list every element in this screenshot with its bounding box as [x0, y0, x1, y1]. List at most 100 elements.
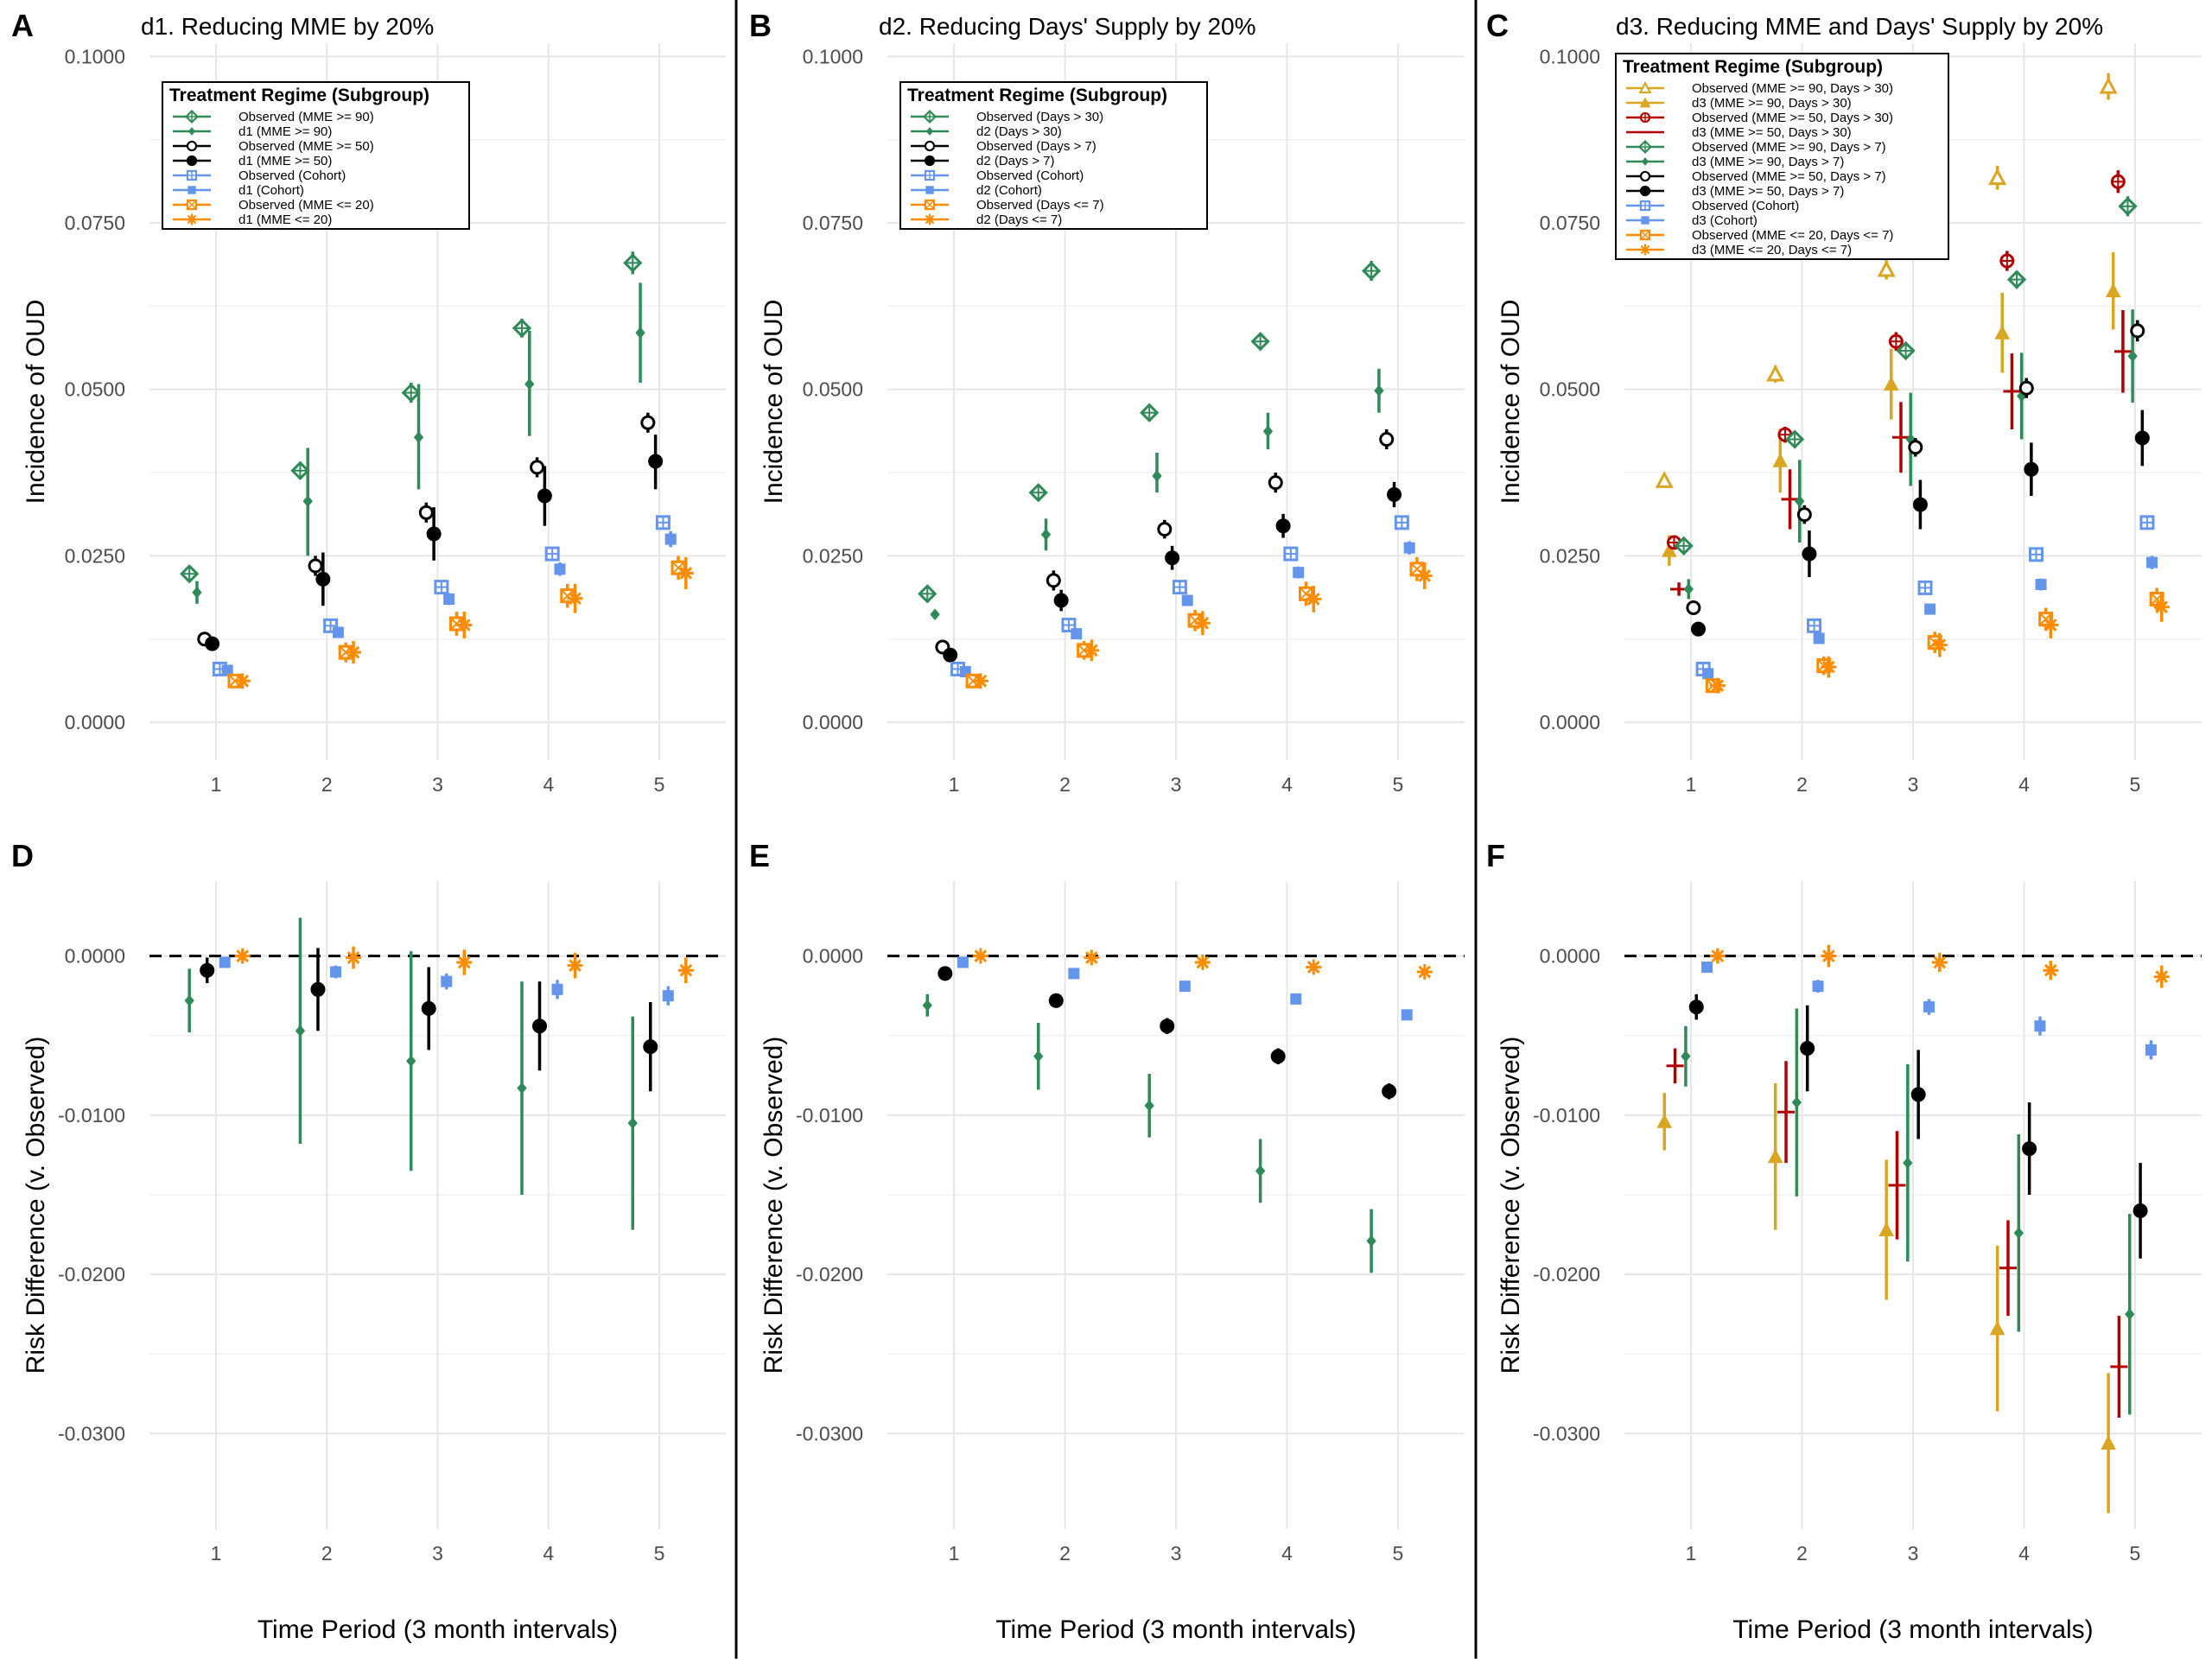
- y-tick-label: 0.0000: [803, 711, 863, 733]
- data-point: [2133, 1203, 2148, 1218]
- legend-key-marker: [188, 127, 196, 136]
- x-tick-label: 2: [1796, 1542, 1808, 1565]
- y-axis-label: Risk Difference (v. Observed): [1497, 1037, 1525, 1374]
- legend-label: Observed (MME <= 20, Days <= 7): [1692, 228, 1893, 243]
- data-point: [1912, 497, 1928, 512]
- data-point: [2024, 461, 2039, 477]
- data-point: [1701, 962, 1713, 974]
- y-tick-label: 0.1000: [65, 45, 125, 67]
- series-d3-mme-90-days-7-: [1681, 1008, 2135, 1415]
- panel-title: d1. Reducing MME by 20%: [141, 13, 434, 40]
- legend: Treatment Regime (Subgroup) Observed (Day…: [899, 81, 1208, 230]
- x-tick-label: 5: [1393, 773, 1404, 796]
- x-tick-label: 4: [2018, 773, 2030, 796]
- data-point: [2018, 380, 2034, 396]
- x-tick-label: 1: [211, 1542, 222, 1565]
- x-tick-label: 5: [1393, 1542, 1404, 1565]
- panel-c: 0.0000 0.0250 0.0500 0.0750 0.1000 1 2 3 4 5 C d3. …: [1486, 8, 2202, 796]
- legend-key: [1639, 200, 1651, 212]
- legend-label: d3 (MME >= 50, Days > 7): [1692, 184, 1844, 199]
- series-d1-mme-90-: [184, 917, 638, 1230]
- data-point: [1988, 168, 2007, 186]
- series-d3-mme-50-days-30-: [1670, 310, 2132, 596]
- legend-title: Treatment Regime (Subgroup): [169, 86, 429, 105]
- series-d3-mme-50-days-7-: [1688, 993, 2148, 1259]
- legend-label: Observed (Days <= 7): [976, 198, 1104, 213]
- legend-label: d3 (MME >= 90, Days > 30): [1692, 96, 1852, 111]
- legend-key-marker: [1638, 80, 1652, 94]
- panel-letter: B: [749, 8, 772, 43]
- legend-label: d1 (MME >= 50): [238, 154, 332, 168]
- data-point-cross: [561, 588, 575, 603]
- data-point: [421, 1000, 436, 1016]
- data-point-cross: [671, 561, 685, 574]
- legend: Treatment Regime (Subgroup) Observed (MME…: [162, 81, 470, 230]
- legend-label: Observed (MME >= 90, Days > 30): [1692, 81, 1893, 96]
- series-observed-cohort-: [212, 515, 671, 676]
- legend-label: d2 (Cohort): [976, 183, 1042, 198]
- y-tick-label: 0.0500: [803, 378, 863, 401]
- data-point: [938, 966, 953, 981]
- legend-key-marker: [924, 140, 936, 152]
- data-point: [1053, 593, 1069, 608]
- series-d1-mme-90-: [192, 282, 645, 604]
- x-tick-label: 4: [1281, 773, 1293, 796]
- series-d2-cohort-: [959, 541, 1415, 678]
- series-observed-days-7-: [935, 428, 1395, 655]
- data-point: [943, 647, 958, 663]
- series-d2-cohort-: [957, 956, 1413, 1021]
- x-tick-label: 1: [1686, 773, 1697, 796]
- data-point: [1688, 1000, 1704, 1015]
- data-point: [1165, 550, 1180, 566]
- data-point-cross: [1188, 613, 1202, 627]
- panel-letter: F: [1486, 838, 1505, 873]
- data-point: [205, 636, 220, 651]
- data-point: [1795, 495, 1805, 507]
- data-point: [1046, 573, 1061, 588]
- data-point: [537, 488, 552, 504]
- y-tick-label: 0.0750: [1540, 212, 1600, 234]
- y-tick-label: -0.0200: [58, 1263, 125, 1285]
- data-point: [2125, 1308, 2135, 1321]
- x-tick-label: 3: [432, 1542, 443, 1565]
- series-d3-mme-20-days-7-: [1709, 944, 2170, 988]
- series-d3-cohort-: [1701, 962, 2157, 1060]
- data-point: [221, 664, 233, 676]
- data-point: [1767, 1148, 1783, 1164]
- data-point: [957, 956, 969, 968]
- data-point: [1071, 628, 1083, 640]
- x-tick-label: 5: [2130, 773, 2141, 796]
- x-tick-label: 5: [654, 773, 665, 796]
- legend-label: Observed (MME >= 50, Days > 7): [1692, 169, 1886, 184]
- data-point: [1994, 325, 2011, 340]
- x-tick-label: 2: [1059, 1542, 1071, 1565]
- data-point: [1403, 542, 1415, 554]
- y-tick-label: -0.0300: [58, 1422, 125, 1444]
- series-observed-mme-50-days-7-: [1686, 320, 2145, 616]
- series-d2-days-7-: [972, 562, 1433, 689]
- data-point: [2130, 323, 2145, 339]
- legend-key-marker-cross: [1640, 230, 1650, 240]
- legend-key: [924, 155, 936, 167]
- data-point: [1802, 546, 1817, 562]
- panel-title: d3. Reducing MME and Days' Supply by 20%: [1616, 13, 2103, 40]
- data-point: [1068, 968, 1080, 980]
- legend-key: [1639, 185, 1651, 197]
- legend-key-marker: [924, 155, 936, 167]
- data-point: [662, 990, 674, 1002]
- legend-label: Observed (Days > 7): [976, 139, 1096, 154]
- legend-label: Observed (Cohort): [976, 168, 1084, 183]
- data-point: [413, 431, 424, 444]
- legend-key: [1639, 170, 1651, 182]
- y-tick-label: -0.0300: [796, 1422, 863, 1444]
- data-point: [1379, 432, 1395, 447]
- data-point: [1275, 518, 1291, 534]
- series-d3-mme-90-days-30-: [1656, 1083, 2116, 1514]
- series-observed-mme-50-: [197, 412, 656, 647]
- panel-e: 0.0000 -0.0100 -0.0200 -0.0300 1 2 3 4 5 E Risk Di…: [749, 838, 1465, 1644]
- x-axis-label: Time Period (3 month intervals): [257, 1615, 618, 1644]
- legend-label: d3 (MME >= 50, Days > 30): [1692, 125, 1852, 140]
- x-tick-label: 2: [1059, 773, 1071, 796]
- data-point: [1812, 981, 1824, 993]
